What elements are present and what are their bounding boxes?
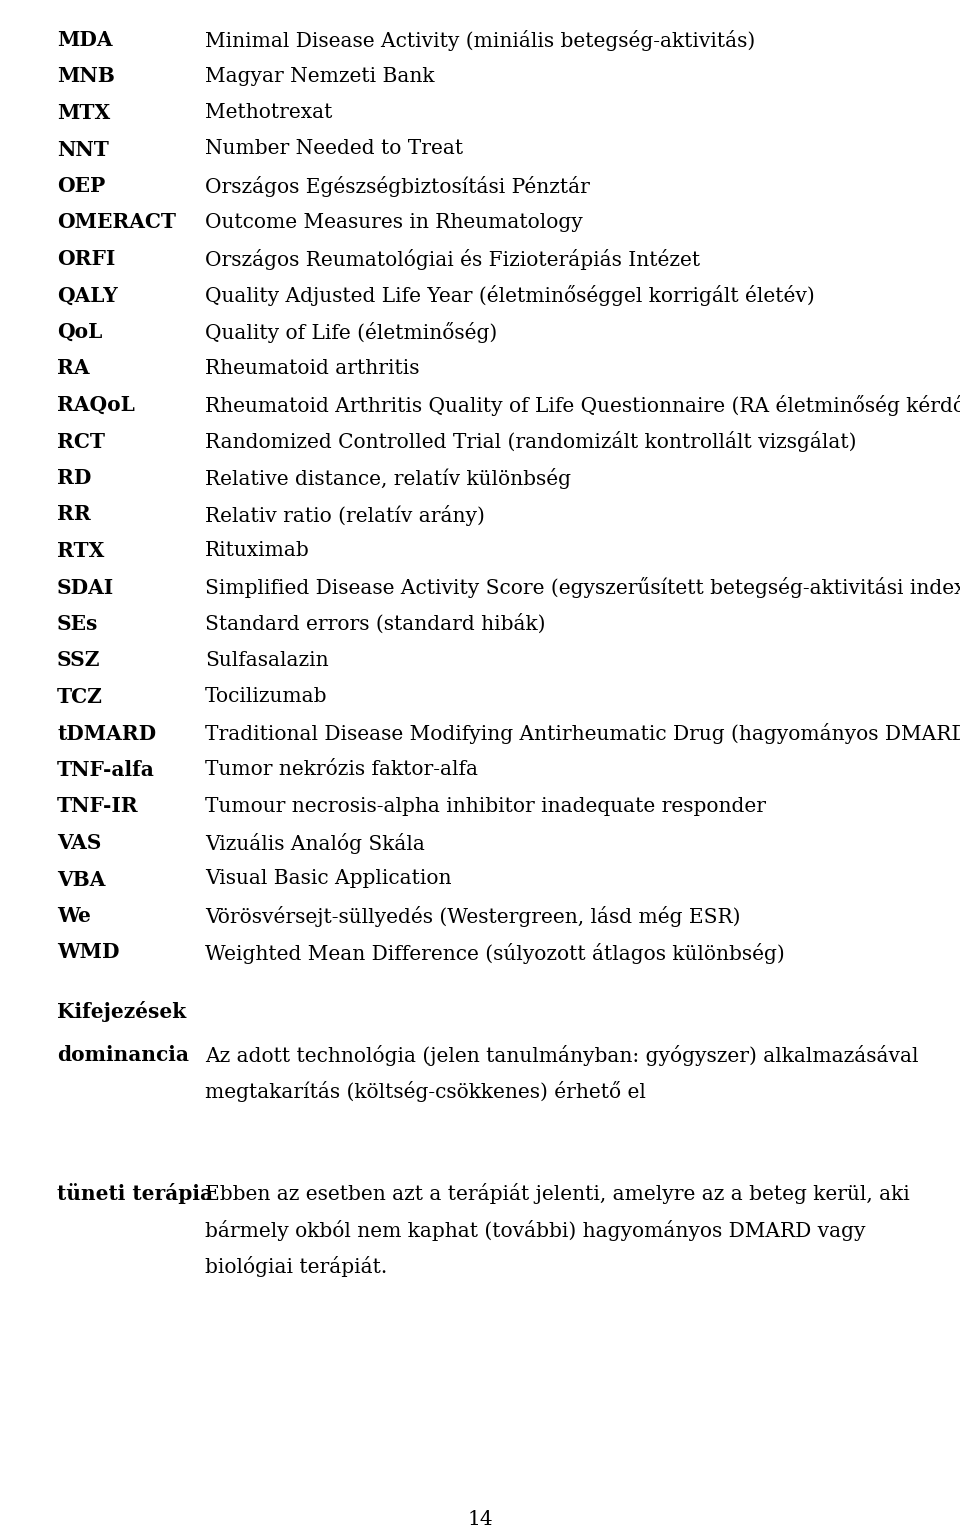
Text: OEP: OEP (57, 176, 106, 196)
Text: 14: 14 (468, 1509, 492, 1529)
Text: Tumour necrosis-alpha inhibitor inadequate responder: Tumour necrosis-alpha inhibitor inadequa… (205, 796, 766, 816)
Text: Az adott technológia (jelen tanulmányban: gyógyszer) alkalmazásával: Az adott technológia (jelen tanulmányban… (205, 1045, 919, 1066)
Text: RR: RR (57, 505, 91, 525)
Text: Kifejezések: Kifejezések (57, 1000, 186, 1022)
Text: Ebben az esetben azt a terápiát jelenti, amelyre az a beteg kerül, aki: Ebben az esetben azt a terápiát jelenti,… (205, 1183, 910, 1204)
Text: TCZ: TCZ (57, 687, 103, 707)
Text: Quality of Life (életminőség): Quality of Life (életminőség) (205, 322, 497, 344)
Text: MDA: MDA (57, 31, 112, 51)
Text: OMERACT: OMERACT (57, 213, 176, 233)
Text: NNT: NNT (57, 140, 108, 160)
Text: Országos Egészségbiztosítási Pénztár: Országos Egészségbiztosítási Pénztár (205, 176, 589, 196)
Text: WMD: WMD (57, 942, 119, 962)
Text: VAS: VAS (57, 833, 102, 853)
Text: Methotrexat: Methotrexat (205, 103, 332, 123)
Text: Rituximab: Rituximab (205, 542, 310, 560)
Text: QoL: QoL (57, 322, 103, 342)
Text: Randomized Controlled Trial (randomizált kontrollált vizsgálat): Randomized Controlled Trial (randomizált… (205, 431, 856, 453)
Text: MTX: MTX (57, 103, 110, 123)
Text: bármely okból nem kaphat (további) hagyományos DMARD vagy: bármely okból nem kaphat (további) hagyo… (205, 1220, 866, 1241)
Text: QALY: QALY (57, 285, 118, 305)
Text: Rheumatoid arthritis: Rheumatoid arthritis (205, 359, 420, 377)
Text: Relative distance, relatív különbség: Relative distance, relatív különbség (205, 468, 571, 489)
Text: SSZ: SSZ (57, 650, 101, 670)
Text: Number Needed to Treat: Number Needed to Treat (205, 140, 463, 158)
Text: megtakarítás (költség-csökkenes) érhető el: megtakarítás (költség-csökkenes) érhető … (205, 1081, 646, 1103)
Text: RTX: RTX (57, 542, 105, 561)
Text: Standard errors (standard hibák): Standard errors (standard hibák) (205, 614, 545, 634)
Text: Minimal Disease Activity (miniális betegség-aktivitás): Minimal Disease Activity (miniális beteg… (205, 31, 756, 51)
Text: Quality Adjusted Life Year (életminőséggel korrigált életév): Quality Adjusted Life Year (életminőségg… (205, 285, 815, 307)
Text: Sulfasalazin: Sulfasalazin (205, 650, 328, 669)
Text: Tocilizumab: Tocilizumab (205, 687, 327, 706)
Text: biológiai terápiát.: biológiai terápiát. (205, 1256, 387, 1278)
Text: TNF-alfa: TNF-alfa (57, 759, 155, 779)
Text: MNB: MNB (57, 66, 115, 86)
Text: Weighted Mean Difference (súlyozott átlagos különbség): Weighted Mean Difference (súlyozott átla… (205, 942, 784, 963)
Text: Vizuális Analóg Skála: Vizuális Analóg Skála (205, 833, 425, 854)
Text: TNF-IR: TNF-IR (57, 796, 138, 816)
Text: RCT: RCT (57, 431, 105, 451)
Text: RA: RA (57, 359, 89, 379)
Text: SDAI: SDAI (57, 577, 114, 598)
Text: Traditional Disease Modifying Antirheumatic Drug (hagyományos DMARD): Traditional Disease Modifying Antirheuma… (205, 724, 960, 744)
Text: VBA: VBA (57, 870, 106, 890)
Text: Rheumatoid Arthritis Quality of Life Questionnaire (RA életminőség kérdőív): Rheumatoid Arthritis Quality of Life Que… (205, 394, 960, 416)
Text: Simplified Disease Activity Score (egyszerűsített betegség-aktivitási index): Simplified Disease Activity Score (egysz… (205, 577, 960, 598)
Text: Országos Reumatológiai és Fizioterápiás Intézet: Országos Reumatológiai és Fizioterápiás … (205, 249, 700, 270)
Text: SEs: SEs (57, 614, 98, 634)
Text: Magyar Nemzeti Bank: Magyar Nemzeti Bank (205, 66, 435, 86)
Text: tDMARD: tDMARD (57, 724, 156, 744)
Text: tüneti terápia: tüneti terápia (57, 1183, 213, 1204)
Text: RD: RD (57, 468, 91, 488)
Text: Visual Basic Application: Visual Basic Application (205, 870, 451, 888)
Text: dominancia: dominancia (57, 1045, 189, 1065)
Text: Vörösvérsejt-süllyedés (Westergreen, lásd még ESR): Vörösvérsejt-süllyedés (Westergreen, lás… (205, 907, 740, 927)
Text: Relativ ratio (relatív arány): Relativ ratio (relatív arány) (205, 505, 485, 526)
Text: Tumor nekrózis faktor-alfa: Tumor nekrózis faktor-alfa (205, 759, 478, 779)
Text: ORFI: ORFI (57, 249, 115, 268)
Text: We: We (57, 907, 91, 927)
Text: Outcome Measures in Rheumatology: Outcome Measures in Rheumatology (205, 213, 583, 232)
Text: RAQoL: RAQoL (57, 394, 134, 416)
